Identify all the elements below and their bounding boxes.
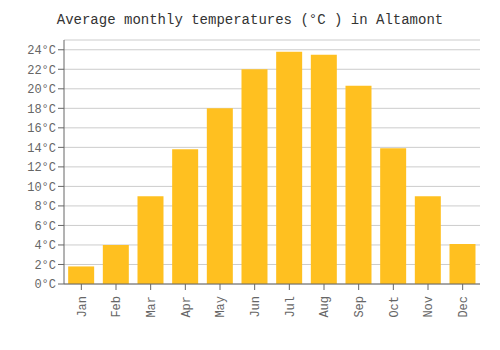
svg-text:Dec: Dec	[457, 296, 471, 318]
svg-text:12°C: 12°C	[27, 161, 56, 175]
svg-text:16°C: 16°C	[27, 122, 56, 136]
svg-text:Apr: Apr	[180, 296, 194, 318]
svg-text:18°C: 18°C	[27, 103, 56, 117]
svg-text:Aug: Aug	[318, 296, 332, 318]
svg-text:Mar: Mar	[145, 296, 159, 318]
svg-text:8°C: 8°C	[34, 200, 56, 214]
svg-text:6°C: 6°C	[34, 220, 56, 234]
svg-text:Jan: Jan	[76, 296, 90, 318]
html-text:Average monthly temperatures (: Average monthly temperatures (°C ) in Al…	[56, 12, 444, 28]
svg-text:Nov: Nov	[422, 296, 436, 318]
svg-text:Jul: Jul	[284, 296, 298, 318]
svg-text:Feb: Feb	[110, 296, 124, 318]
svg-text:May: May	[214, 296, 228, 318]
svg-text:10°C: 10°C	[27, 181, 56, 195]
svg-text:24°C: 24°C	[27, 44, 56, 58]
svg-text:20°C: 20°C	[27, 83, 56, 97]
svg-text:2°C: 2°C	[34, 259, 56, 273]
svg-text:Jun: Jun	[249, 296, 263, 318]
svg-text:4°C: 4°C	[34, 239, 56, 253]
svg-text:Oct: Oct	[388, 296, 402, 318]
svg-text:22°C: 22°C	[27, 64, 56, 78]
svg-text:14°C: 14°C	[27, 142, 56, 156]
svg-text:Sep: Sep	[353, 296, 367, 318]
svg-text:0°C: 0°C	[34, 278, 56, 292]
